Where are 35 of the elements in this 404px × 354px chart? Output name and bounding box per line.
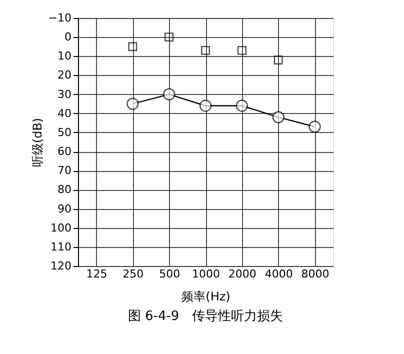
point — [128, 42, 138, 52]
y-tick-label: 100 — [50, 221, 72, 234]
x-tick-label: 2000 — [228, 268, 256, 280]
x-tick-label: 125 — [86, 268, 108, 280]
y-tick-label: 50 — [58, 126, 72, 139]
y-tick-label: 120 — [50, 260, 72, 272]
x-tick-label: 8000 — [301, 268, 330, 280]
point — [308, 120, 321, 133]
point — [162, 88, 176, 100]
point — [199, 100, 212, 112]
x-tick-label: 1000 — [192, 268, 220, 280]
x-tick-label: 250 — [122, 268, 144, 280]
y-tick-label: 20 — [58, 68, 72, 82]
y-tick-label: 110 — [50, 240, 72, 254]
x-tick-label: 4000 — [264, 268, 293, 280]
y-tick-label: 30 — [58, 88, 72, 101]
x-axis-title: 频率(Hz) — [182, 290, 230, 304]
caption: 图 6-4-9 传导性听力损失 — [128, 309, 284, 324]
point — [126, 98, 139, 110]
y-tick-label: 60 — [58, 145, 72, 158]
point — [201, 46, 210, 55]
x-tick-label: 500 — [159, 268, 180, 280]
point — [274, 55, 283, 64]
point — [237, 46, 246, 55]
point — [236, 100, 248, 112]
y-tick-label: 70 — [58, 164, 72, 178]
y-tick-label: 0 — [64, 30, 72, 44]
y-axis-title: 听级(dB) — [30, 118, 44, 168]
point — [272, 111, 284, 124]
y-tick-label: −10 — [48, 12, 72, 24]
y-tick-label: 80 — [58, 183, 72, 196]
y-tick-label: 40 — [58, 106, 72, 120]
y-tick-label: 10 — [58, 50, 72, 63]
y-tick-label: 90 — [58, 202, 72, 216]
point — [164, 32, 174, 42]
